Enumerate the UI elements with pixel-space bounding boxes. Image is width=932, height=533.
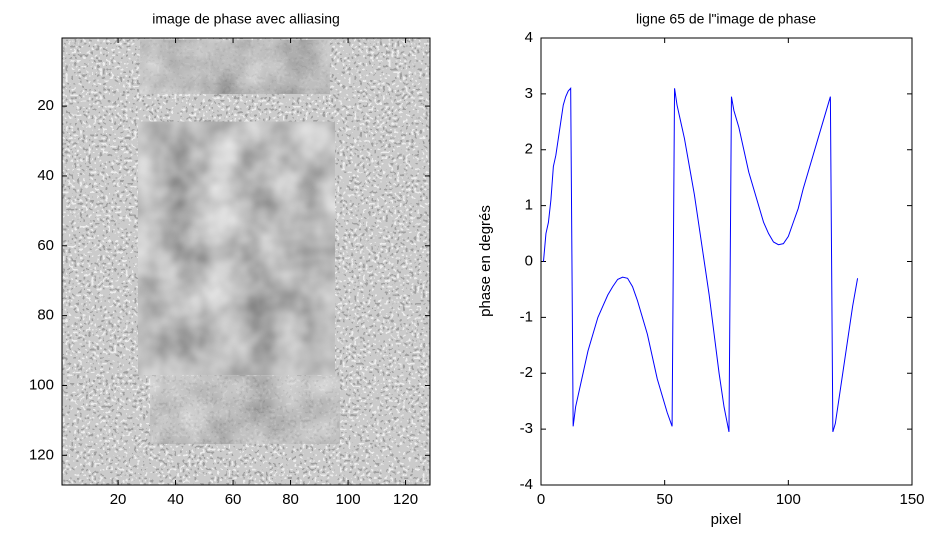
image-region <box>150 376 340 444</box>
x-tick-label: 150 <box>899 491 924 508</box>
y-tick-label: -3 <box>520 420 533 437</box>
y-tick-label: -4 <box>520 476 533 493</box>
image-region <box>138 121 335 376</box>
y-tick-label: 60 <box>37 237 54 254</box>
x-tick-label: 80 <box>282 491 299 508</box>
y-tick-label: 4 <box>525 29 533 46</box>
x-tick-label: 50 <box>656 491 673 508</box>
phase-image <box>62 38 430 485</box>
axes-box <box>61 37 431 486</box>
x-axis-label: pixel <box>711 511 742 528</box>
y-tick-label: 120 <box>29 446 54 463</box>
y-axis-label: phase en degrés <box>477 205 494 317</box>
y-tick-label: -1 <box>520 308 533 325</box>
y-tick-label: 100 <box>29 376 54 393</box>
y-tick-label: 3 <box>525 85 533 102</box>
line-series <box>542 86 859 433</box>
x-tick-label: 120 <box>393 491 418 508</box>
x-tick-label: 100 <box>336 491 361 508</box>
y-tick-label: 0 <box>525 252 533 269</box>
x-tick-label: 60 <box>225 491 242 508</box>
y-tick-label: 2 <box>525 141 533 158</box>
y-tick-label: 40 <box>37 167 54 184</box>
image-region <box>140 40 330 94</box>
y-tick-label: 80 <box>37 307 54 324</box>
chart-title: ligne 65 de l"image de phase <box>636 11 816 27</box>
y-tick-label: -2 <box>520 364 533 381</box>
x-tick-label: 20 <box>110 491 127 508</box>
y-tick-label: 20 <box>37 97 54 114</box>
chart-title: image de phase avec alliasing <box>152 11 340 27</box>
x-tick-label: 100 <box>776 491 801 508</box>
y-tick-label: 1 <box>525 197 533 214</box>
x-tick-label: 40 <box>167 491 184 508</box>
x-tick-label: 0 <box>537 491 545 508</box>
